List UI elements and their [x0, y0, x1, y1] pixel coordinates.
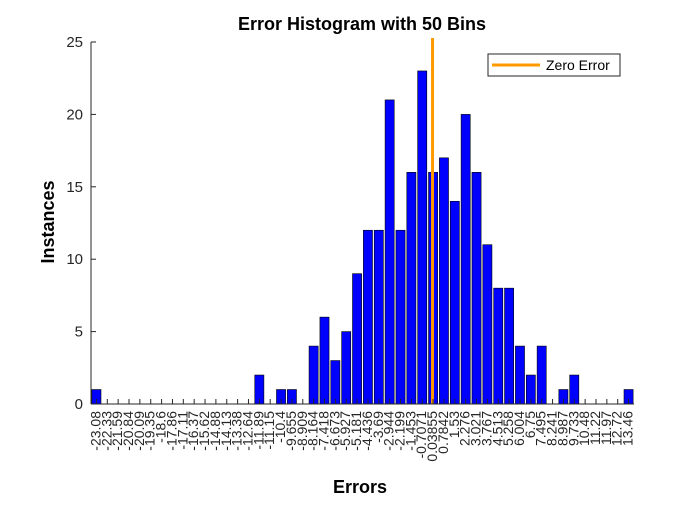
x-tick-label-26: -3.69: [370, 411, 386, 443]
legend: Zero Error: [487, 53, 621, 77]
x-tick-label-19: -8.909: [294, 411, 310, 451]
x-tick-label-0: -23.08: [87, 411, 103, 451]
bar-23: [341, 331, 352, 405]
x-tick-label-31: 0.03855: [424, 411, 440, 462]
x-tick-label-5: -19.35: [142, 411, 158, 451]
bar-37: [493, 287, 504, 405]
x-tick-label-45: 10.48: [576, 411, 592, 446]
x-tick-label-14: -12.64: [239, 411, 255, 451]
legend-label-zero-error: Zero Error: [546, 57, 610, 73]
x-tick-label-32: 0.7842: [435, 411, 451, 454]
x-tick-label-12: -14.13: [218, 411, 234, 451]
plot-area: 0 5 10 15 20 25 -23.08-22.33-21.59-20.84-20.09…: [66, 34, 635, 462]
x-tick-label-39: 6.004: [511, 411, 527, 446]
bar-36: [482, 244, 493, 405]
x-tick-label-40: 6.75: [522, 411, 538, 438]
x-tick-label-41: 7.495: [533, 411, 549, 446]
y-tick-label-1: 5: [75, 324, 83, 341]
y-tick-label-5: 25: [66, 34, 83, 51]
x-tick-label-35: 3.021: [468, 411, 484, 446]
x-tick-label-46: 11.22: [587, 411, 603, 445]
x-tick-label-22: -6.673: [326, 411, 342, 451]
y-tick-label-2: 10: [66, 251, 83, 268]
x-tick-label-37: 4.513: [489, 411, 505, 446]
x-tick-label-44: 9.733: [565, 411, 581, 446]
x-tick-label-3: -20.84: [120, 411, 136, 451]
bar-29: [406, 172, 417, 405]
bar-20: [308, 345, 319, 405]
y-tick-label-4: 20: [66, 106, 83, 123]
bar-33: [449, 200, 460, 405]
x-tick-label-1: -22.33: [98, 411, 114, 451]
x-tick-label-42: 8.241: [544, 411, 560, 446]
x-tick-label-16: -11.15: [261, 411, 277, 450]
x-tick-label-8: -17.11: [174, 411, 190, 450]
bar-39: [515, 345, 525, 405]
x-tick-label-43: 8.987: [554, 411, 570, 446]
bar-27: [384, 99, 395, 405]
bar-24: [352, 273, 362, 405]
legend-box: [487, 53, 621, 77]
x-tick-label-11: -14.88: [207, 411, 223, 451]
x-tick-label-17: -10.4: [272, 411, 288, 443]
x-tick-label-6: -18.6: [153, 411, 169, 443]
x-tick-label-10: -15.62: [196, 411, 212, 451]
x-tick-label-13: -13.38: [229, 411, 245, 451]
x-tick-label-9: -16.37: [185, 411, 201, 451]
bar-38: [504, 287, 514, 405]
chart-title: Error Histogram with 50 Bins: [238, 14, 486, 34]
x-tick-label-33: 1.53: [446, 411, 462, 438]
x-tick-label-21: -7.418: [315, 411, 331, 451]
bar-32: [439, 157, 449, 405]
y-axis-label: Instances: [38, 180, 58, 263]
x-tick-label-20: -8.164: [305, 411, 321, 451]
y-tick-label-3: 15: [66, 179, 83, 196]
x-tick-label-49: 13.46: [620, 411, 636, 446]
bar-41: [536, 345, 547, 405]
x-tick-label-29: -1.453: [402, 411, 418, 451]
bar-21: [319, 316, 330, 405]
x-tick-label-28: -2.199: [392, 411, 408, 451]
x-tick-label-36: 3.767: [478, 411, 494, 446]
bar-26: [373, 229, 384, 405]
bar-22: [330, 360, 341, 405]
x-tick-label-30: -0.7071: [413, 411, 429, 459]
bar-28: [395, 229, 406, 405]
x-tick-label-24: -5.181: [348, 411, 364, 451]
bar-25: [363, 229, 373, 405]
y-tick-label-0: 0: [75, 396, 83, 413]
bar-34: [460, 114, 471, 405]
x-tick-label-7: -17.86: [163, 411, 179, 451]
x-tick-label-23: -5.927: [337, 411, 353, 451]
x-tick-label-34: 2.276: [457, 411, 473, 446]
x-tick-label-15: -11.89: [250, 411, 266, 450]
x-tick-label-4: -20.09: [131, 411, 147, 451]
x-tick-label-38: 5.258: [500, 411, 516, 446]
x-tick-label-18: -9.655: [283, 411, 299, 451]
x-tick-label-47: 11.97: [598, 411, 614, 445]
bar-30: [417, 70, 428, 405]
x-tick-label-27: -2.944: [381, 411, 397, 451]
x-axis-label: Errors: [333, 477, 387, 497]
x-tick-label-2: -21.59: [109, 411, 125, 451]
bar-35: [471, 172, 482, 405]
x-tick-label-25: -4.436: [359, 411, 375, 451]
x-tick-label-48: 12.72: [609, 411, 625, 446]
